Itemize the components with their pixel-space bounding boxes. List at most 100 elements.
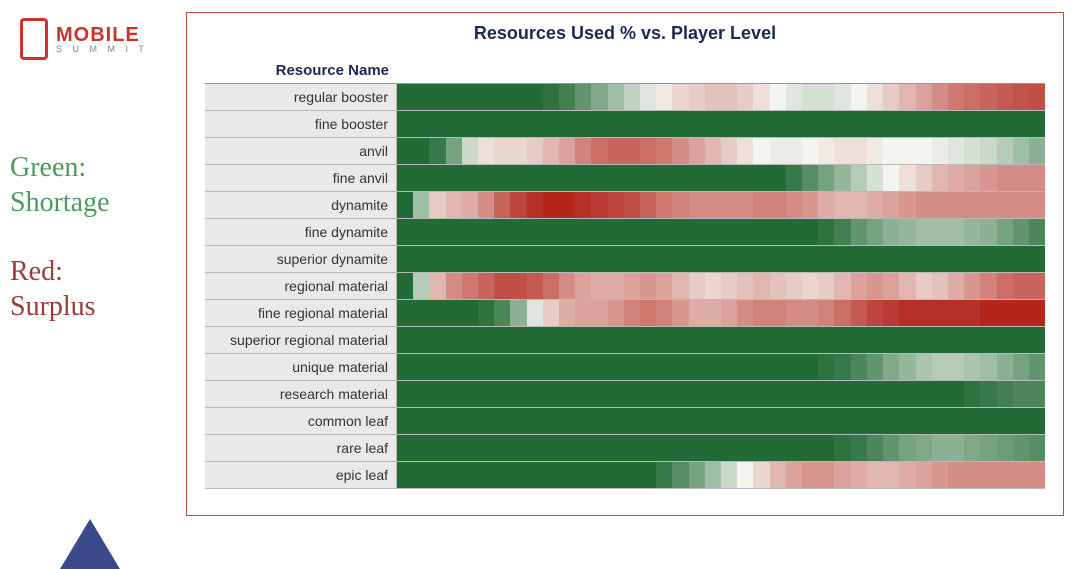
heatmap-cell <box>851 84 867 110</box>
heatmap-cell <box>656 354 672 380</box>
heatmap-cell <box>932 300 948 326</box>
heatmap-cell <box>1029 300 1045 326</box>
heatmap-cell <box>867 84 883 110</box>
heatmap-cell <box>624 138 640 164</box>
heatmap-cell <box>446 381 462 407</box>
heatmap-cell <box>397 219 413 245</box>
heatmap-cell <box>446 219 462 245</box>
heatmap-cell <box>948 354 964 380</box>
triangle-icon <box>60 519 120 569</box>
heatmap-cell <box>932 192 948 218</box>
heatmap-cell <box>624 300 640 326</box>
heatmap-cell <box>494 219 510 245</box>
heatmap-cell <box>818 300 834 326</box>
heatmap-cell <box>656 327 672 353</box>
heatmap-cell <box>478 408 494 434</box>
heatmap-cell <box>753 84 769 110</box>
heatmap-cell <box>980 219 996 245</box>
heatmap-cell <box>527 327 543 353</box>
heatmap-cell <box>980 273 996 299</box>
heatmap-cell <box>786 435 802 461</box>
heatmap-cell <box>899 273 915 299</box>
heatmap-row: regular booster <box>205 84 1045 111</box>
heatmap-cell <box>624 408 640 434</box>
heatmap-cell <box>867 165 883 191</box>
heatmap-cell <box>446 111 462 137</box>
heatmap-row-cells <box>397 381 1045 407</box>
heatmap-cell <box>559 165 575 191</box>
heatmap-cell <box>689 273 705 299</box>
heatmap-cell <box>883 219 899 245</box>
heatmap-cell <box>753 435 769 461</box>
heatmap-cell <box>656 219 672 245</box>
heatmap-cell <box>867 408 883 434</box>
heatmap-cell <box>834 111 850 137</box>
heatmap-cell <box>656 381 672 407</box>
heatmap-cell <box>462 84 478 110</box>
heatmap-cell <box>883 435 899 461</box>
heatmap-cell <box>397 462 413 488</box>
heatmap-row: fine booster <box>205 111 1045 138</box>
heatmap-cell <box>462 246 478 272</box>
heatmap-cell <box>737 84 753 110</box>
heatmap-cell <box>818 165 834 191</box>
heatmap-cell <box>899 138 915 164</box>
heatmap-row: rare leaf <box>205 435 1045 462</box>
heatmap-cell <box>575 138 591 164</box>
heatmap-cell <box>721 273 737 299</box>
heatmap-cell <box>429 84 445 110</box>
heatmap-cell <box>510 408 526 434</box>
heatmap-row-cells <box>397 300 1045 326</box>
heatmap-row-cells <box>397 435 1045 461</box>
heatmap-row: fine dynamite <box>205 219 1045 246</box>
heatmap-cell <box>624 273 640 299</box>
heatmap-cell <box>672 273 688 299</box>
heatmap-cell <box>446 327 462 353</box>
heatmap-cell <box>753 381 769 407</box>
heatmap-cell <box>462 192 478 218</box>
heatmap-cell <box>640 192 656 218</box>
heatmap-cell <box>624 111 640 137</box>
heatmap-cell <box>932 327 948 353</box>
heatmap-cell <box>543 219 559 245</box>
chart-title: Resources Used % vs. Player Level <box>187 13 1063 58</box>
heatmap-cell <box>737 327 753 353</box>
heatmap-cell <box>883 192 899 218</box>
heatmap-cell <box>543 381 559 407</box>
heatmap-row-label: rare leaf <box>205 435 397 461</box>
heatmap-cell <box>883 408 899 434</box>
heatmap-cell <box>689 381 705 407</box>
heatmap-cell <box>964 246 980 272</box>
heatmap-cell <box>478 462 494 488</box>
heatmap-cell <box>883 165 899 191</box>
heatmap-cell <box>397 138 413 164</box>
heatmap-cell <box>786 408 802 434</box>
heatmap-cell <box>770 192 786 218</box>
heatmap-cell <box>478 219 494 245</box>
heatmap-cell <box>527 435 543 461</box>
heatmap-cell <box>786 327 802 353</box>
heatmap-cell <box>413 219 429 245</box>
heatmap-cell <box>932 462 948 488</box>
heatmap-cell <box>559 327 575 353</box>
heatmap-cell <box>478 300 494 326</box>
heatmap-cell <box>997 246 1013 272</box>
heatmap-cell <box>591 435 607 461</box>
heatmap-cell <box>818 192 834 218</box>
heatmap-cell <box>397 192 413 218</box>
heatmap-row-label: fine regional material <box>205 300 397 326</box>
heatmap-row-label: unique material <box>205 354 397 380</box>
heatmap-cell <box>656 192 672 218</box>
heatmap-cell <box>494 246 510 272</box>
heatmap-cell <box>640 462 656 488</box>
heatmap-cell <box>640 246 656 272</box>
heatmap-cell <box>705 84 721 110</box>
heatmap-cell <box>753 462 769 488</box>
heatmap-cell <box>591 354 607 380</box>
heatmap-cell <box>964 408 980 434</box>
heatmap-cell <box>964 381 980 407</box>
legend: Green: Shortage Red: Surplus <box>10 150 180 358</box>
heatmap-cell <box>494 300 510 326</box>
heatmap-cell <box>429 219 445 245</box>
heatmap-row-cells <box>397 462 1045 488</box>
